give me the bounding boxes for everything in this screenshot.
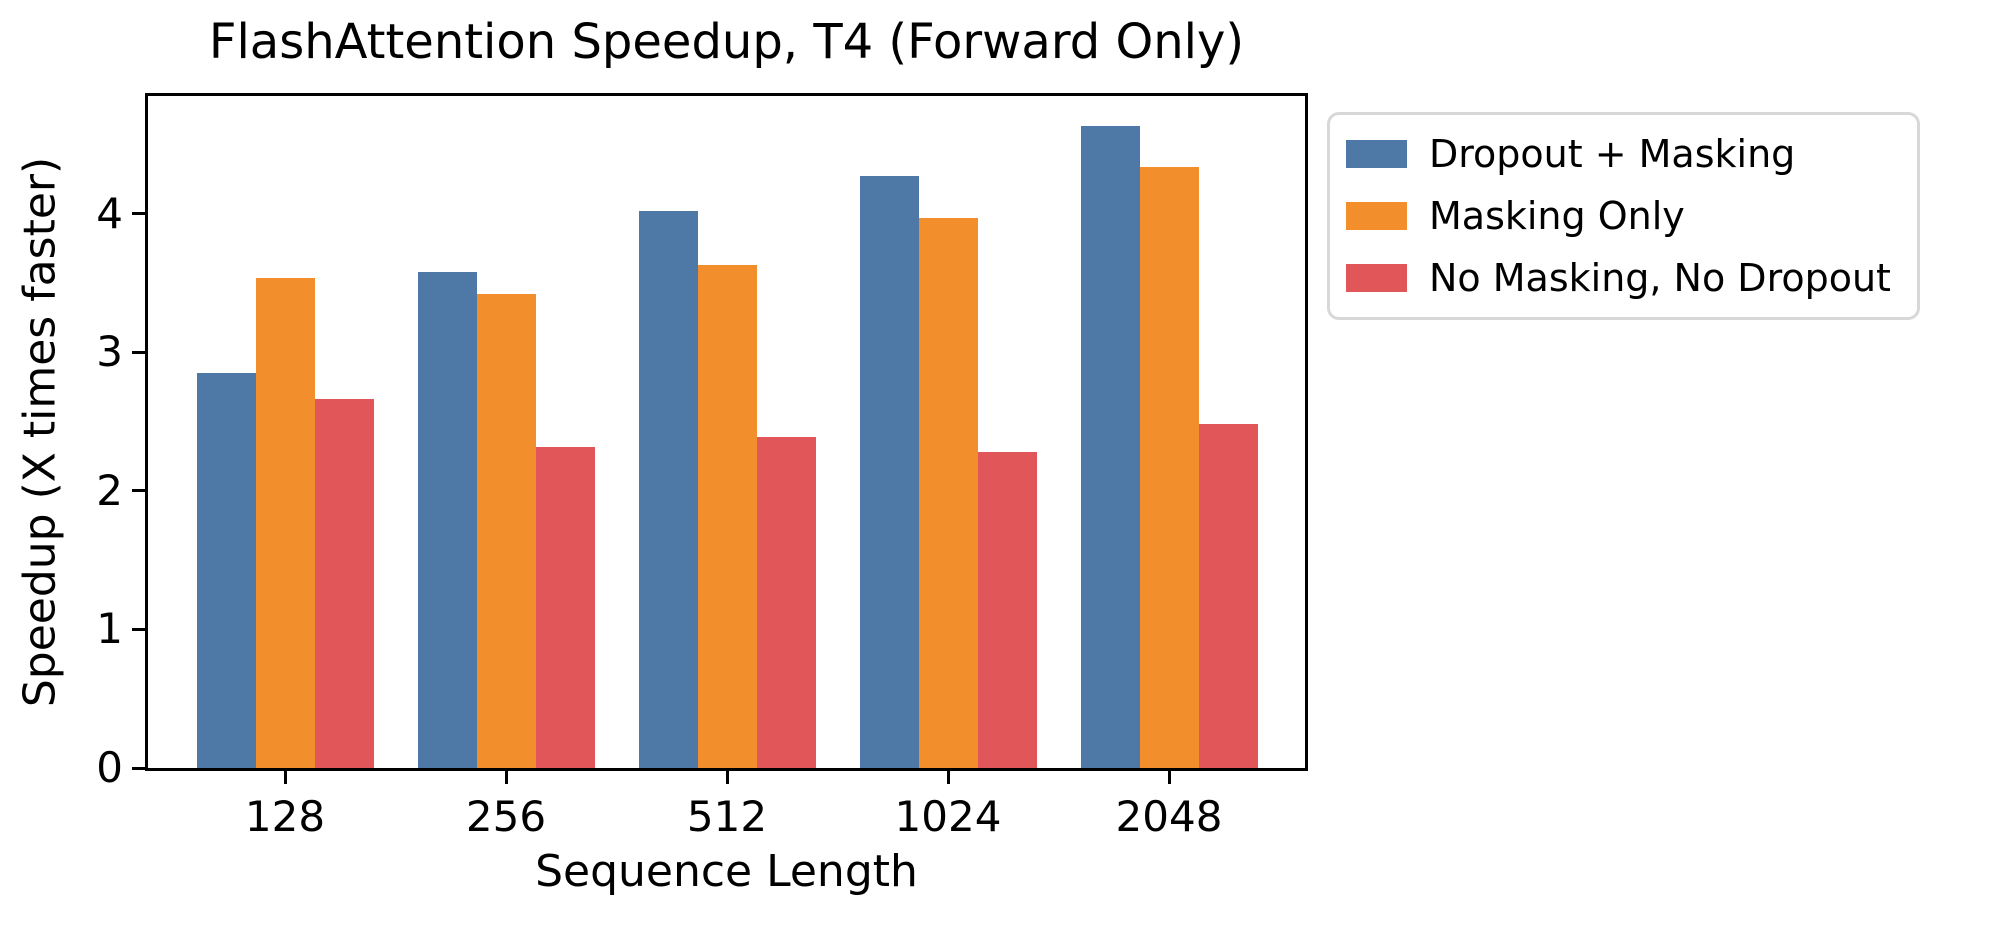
bar-dropout-masking-2048: [1080, 126, 1140, 768]
bar-no-masking-no-dropout-2048: [1198, 424, 1258, 768]
plot-area: [145, 93, 1308, 771]
bar-no-masking-no-dropout-128: [314, 399, 374, 768]
y-tick-label-2: 2: [96, 465, 123, 515]
x-tick-label-1024: 1024: [894, 792, 1002, 841]
x-tick-mark-512: [725, 771, 729, 784]
legend-label: No Masking, No Dropout: [1429, 256, 1891, 300]
x-tick-mark-256: [504, 771, 508, 784]
y-tick-mark-0: [132, 766, 145, 770]
legend-item-no-masking-no-dropout: No Masking, No Dropout: [1346, 247, 1891, 309]
bar-masking-only-1024: [918, 217, 978, 768]
legend-swatch-icon: [1346, 202, 1407, 230]
legend-item-dropout-masking: Dropout + Masking: [1346, 123, 1891, 185]
bar-masking-only-2048: [1139, 166, 1199, 768]
x-tick-mark-128: [283, 771, 287, 784]
x-tick-label-2048: 2048: [1115, 792, 1223, 841]
y-tick-label-0: 0: [96, 743, 123, 792]
bar-no-masking-no-dropout-256: [535, 446, 595, 768]
bar-no-masking-no-dropout-1024: [977, 452, 1037, 768]
bar-dropout-masking-128: [196, 373, 256, 768]
legend-item-masking-only: Masking Only: [1346, 185, 1891, 247]
y-tick-mark-4: [132, 212, 145, 216]
x-tick-label-512: 512: [686, 792, 768, 841]
legend: Dropout + Masking Masking Only No Masking,…: [1327, 112, 1920, 320]
legend-label: Masking Only: [1429, 194, 1685, 238]
bar-masking-only-256: [476, 294, 536, 768]
chart-title: FlashAttention Speedup, T4 (Forward Only…: [208, 14, 1245, 70]
y-tick-label-4: 4: [96, 188, 123, 238]
x-tick-mark-1024: [946, 771, 950, 784]
x-tick-label-256: 256: [465, 792, 547, 841]
bar-masking-only-128: [255, 277, 315, 768]
bar-dropout-masking-256: [417, 271, 477, 768]
x-tick-label-128: 128: [244, 792, 326, 841]
y-tick-mark-3: [132, 350, 145, 354]
bar-no-masking-no-dropout-512: [756, 436, 816, 768]
legend-swatch-icon: [1346, 264, 1407, 292]
x-axis-label: Sequence Length: [535, 846, 918, 897]
legend-label: Dropout + Masking: [1429, 132, 1796, 176]
bar-dropout-masking-1024: [859, 176, 919, 768]
legend-swatch-icon: [1346, 140, 1407, 168]
y-tick-label-1: 1: [96, 604, 123, 654]
bar-dropout-masking-512: [638, 211, 698, 768]
bar-masking-only-512: [697, 265, 757, 768]
y-tick-label-3: 3: [96, 327, 123, 377]
y-tick-mark-2: [132, 489, 145, 493]
y-tick-mark-1: [132, 627, 145, 631]
x-tick-mark-2048: [1167, 771, 1171, 784]
